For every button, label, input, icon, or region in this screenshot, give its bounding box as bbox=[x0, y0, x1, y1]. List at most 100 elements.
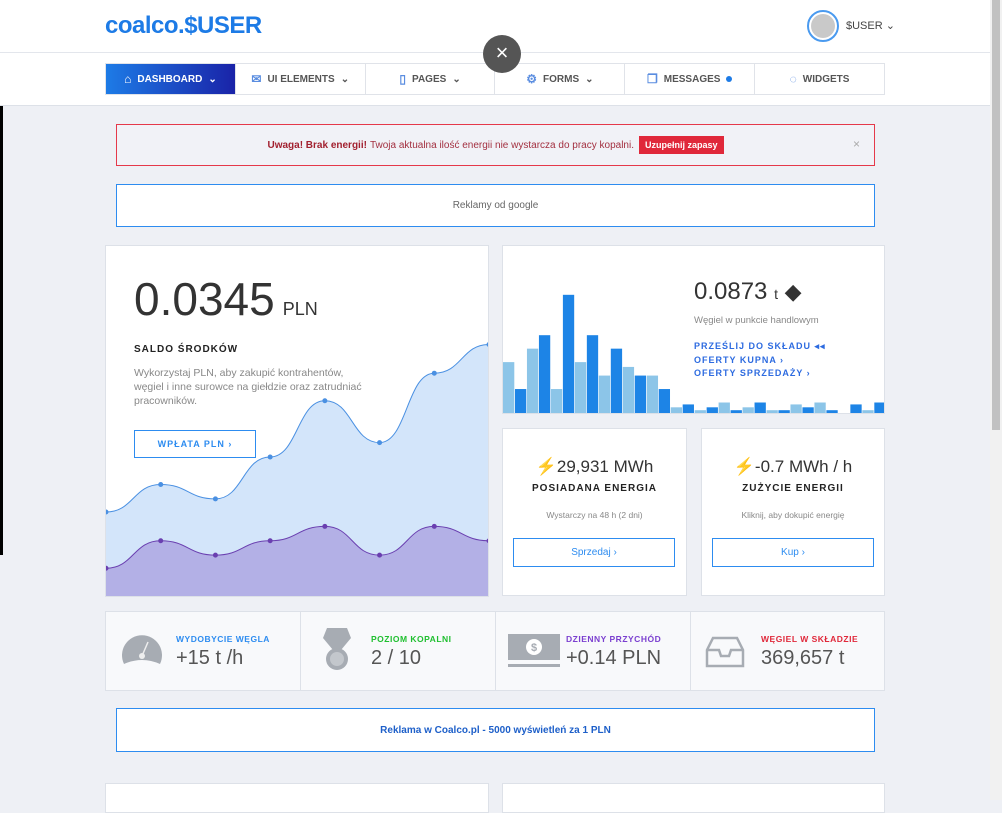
bar-dark bbox=[682, 404, 694, 413]
energy-use-card: ⚡-0.7 MWh / h ZUŻYCIE ENERGII Kliknij, a… bbox=[701, 428, 885, 596]
nav-label: PAGES bbox=[412, 73, 447, 85]
bar-dark bbox=[778, 410, 790, 413]
data-point bbox=[158, 538, 164, 544]
bar-light bbox=[814, 402, 826, 413]
bar-dark bbox=[874, 402, 884, 413]
data-point bbox=[431, 370, 437, 376]
close-button[interactable]: × bbox=[483, 35, 521, 73]
deposit-button[interactable]: WPŁATA PLN › bbox=[134, 430, 256, 458]
bar-dark bbox=[586, 335, 599, 413]
stat-daily-income: $ DZIENNY PRZYCHÓD +0.14 PLN bbox=[495, 611, 691, 691]
bar-dark bbox=[802, 407, 814, 413]
nav-ui-elements[interactable]: ✉ UI ELEMENTS ⌄ bbox=[235, 64, 366, 94]
balance-area-chart bbox=[106, 342, 488, 596]
buy-offers-link[interactable]: OFERTY KUPNA › bbox=[694, 355, 785, 365]
card-bottom-right bbox=[502, 783, 885, 813]
bar-light bbox=[598, 375, 611, 413]
blue-area bbox=[106, 344, 488, 596]
bar-dark bbox=[658, 389, 671, 413]
scrollbar-thumb[interactable] bbox=[992, 0, 1000, 430]
stat-label: WYDOBYCIE WĘGLA bbox=[176, 634, 270, 644]
window-edge bbox=[0, 0, 3, 555]
chevron-down-icon: ⌄ bbox=[585, 73, 594, 85]
bar-light bbox=[742, 407, 754, 413]
svg-text:$: $ bbox=[531, 642, 537, 654]
stat-value: 369,657 t bbox=[761, 647, 845, 669]
chevron-down-icon: ⌄ bbox=[452, 73, 461, 85]
envelope-icon: ✉ bbox=[251, 72, 262, 86]
chevron-down-icon: ⌄ bbox=[885, 20, 895, 32]
alert-title: Uwaga! Brak energii! bbox=[267, 139, 367, 151]
nav-label: FORMS bbox=[543, 73, 580, 85]
data-point bbox=[322, 398, 328, 404]
user-menu[interactable]: $USER ⌄ bbox=[846, 19, 895, 32]
money-icon: $ bbox=[508, 634, 560, 667]
nav-pages[interactable]: ▯ PAGES ⌄ bbox=[365, 64, 496, 94]
nav-label: WIDGETS bbox=[802, 73, 850, 85]
data-point bbox=[158, 482, 164, 488]
energy-owned-label: POSIADANA ENERGIA bbox=[532, 483, 657, 494]
balance-unit: PLN bbox=[282, 299, 318, 319]
data-point bbox=[212, 552, 218, 558]
alert-close-icon[interactable]: × bbox=[852, 137, 860, 151]
bar-dark bbox=[826, 410, 838, 413]
nav-messages[interactable]: ❐ MESSAGES bbox=[625, 64, 756, 94]
coal-trade-value: 0.0873 t ◆ bbox=[694, 278, 802, 306]
alert-text: Twoja aktualna ilość energii nie wystarc… bbox=[369, 139, 634, 151]
stat-label: POZIOM KOPALNI bbox=[371, 634, 452, 644]
energy-use-value: -0.7 MWh / h bbox=[754, 457, 853, 476]
messages-icon: ❐ bbox=[647, 72, 658, 86]
medal-icon bbox=[323, 628, 351, 670]
balance-value: 0.0345 PLN bbox=[134, 272, 318, 326]
data-point bbox=[486, 342, 488, 347]
energy-owned-sub: Wystarczy na 48 h (2 dni) bbox=[546, 510, 643, 520]
energy-use-label: ZUŻYCIE ENERGII bbox=[742, 483, 844, 494]
data-point bbox=[431, 523, 437, 529]
bar-light bbox=[503, 362, 515, 413]
data-point bbox=[267, 454, 273, 460]
balance-card: 0.0345 PLN SALDO ŚRODKÓW Wykorzystaj PLN,… bbox=[105, 245, 489, 597]
stat-value: +0.14 PLN bbox=[566, 647, 662, 669]
username: $USER bbox=[846, 20, 883, 32]
inbox-icon bbox=[705, 636, 745, 668]
nav-widgets[interactable]: ◌ WIDGETS bbox=[755, 64, 884, 94]
nav-dashboard[interactable]: ⌂ DASHBOARD ⌄ bbox=[106, 64, 236, 94]
ad-banner-top[interactable]: Reklamy od google bbox=[116, 184, 875, 227]
refill-button[interactable]: Uzupełnij zapasy bbox=[638, 136, 724, 154]
bar-light bbox=[718, 402, 730, 413]
header: coalco.$USER $USER ⌄ ⌂ DASHBOARD ⌄ ✉ UI ELE… bbox=[0, 0, 990, 106]
avatar[interactable] bbox=[807, 10, 839, 42]
coal-unit: t bbox=[774, 286, 778, 302]
speedometer-icon bbox=[122, 635, 162, 664]
sell-button[interactable]: Sprzedaj › bbox=[513, 538, 675, 567]
stat-label: WĘGIEL W SKŁADZIE bbox=[761, 634, 859, 644]
bolt-icon: ⚡ bbox=[535, 457, 557, 476]
gear-icon: ⚙ bbox=[526, 72, 538, 86]
coal-trade-sub: Węgiel w punkcie handlowym bbox=[694, 315, 819, 326]
bar-dark bbox=[610, 348, 623, 413]
energy-use-sub: Kliknij, aby dokupić energię bbox=[741, 510, 845, 520]
diamond-icon: ◆ bbox=[784, 279, 802, 304]
card-bottom-left bbox=[105, 783, 489, 813]
nav-forms[interactable]: ⚙ FORMS ⌄ bbox=[495, 64, 626, 94]
data-point bbox=[377, 552, 383, 558]
buy-button[interactable]: Kup › bbox=[712, 538, 874, 567]
stat-label: DZIENNY PRZYCHÓD bbox=[566, 634, 662, 644]
data-point bbox=[322, 523, 328, 529]
energy-alert: Uwaga! Brak energii! Twoja aktualna ilość… bbox=[116, 124, 875, 166]
bar-light bbox=[790, 404, 802, 413]
stat-value: +15 t /h bbox=[176, 647, 244, 669]
energy-owned-card: ⚡29,931 MWh POSIADANA ENERGIA Wystarczy … bbox=[502, 428, 687, 596]
blue-line bbox=[106, 344, 488, 513]
bar-light bbox=[622, 366, 635, 413]
balance-description: Wykorzystaj PLN, aby zakupić kontrahentó… bbox=[134, 367, 362, 407]
logo[interactable]: coalco.$USER bbox=[105, 12, 262, 39]
sell-offers-link[interactable]: OFERTY SPRZEDAŻY › bbox=[694, 368, 811, 378]
bar-light bbox=[526, 348, 539, 413]
send-to-storage-link[interactable]: PRZEŚLIJ DO SKŁADU ◂◂ bbox=[694, 341, 826, 351]
ad-banner-bottom[interactable]: Reklama w Coalco.pl - 5000 wyświetleń za… bbox=[116, 708, 875, 752]
scrollbar-track[interactable] bbox=[990, 0, 1002, 800]
bar-dark bbox=[850, 404, 862, 413]
nav-label: UI ELEMENTS bbox=[267, 73, 335, 85]
balance-amount: 0.0345 bbox=[134, 273, 275, 325]
